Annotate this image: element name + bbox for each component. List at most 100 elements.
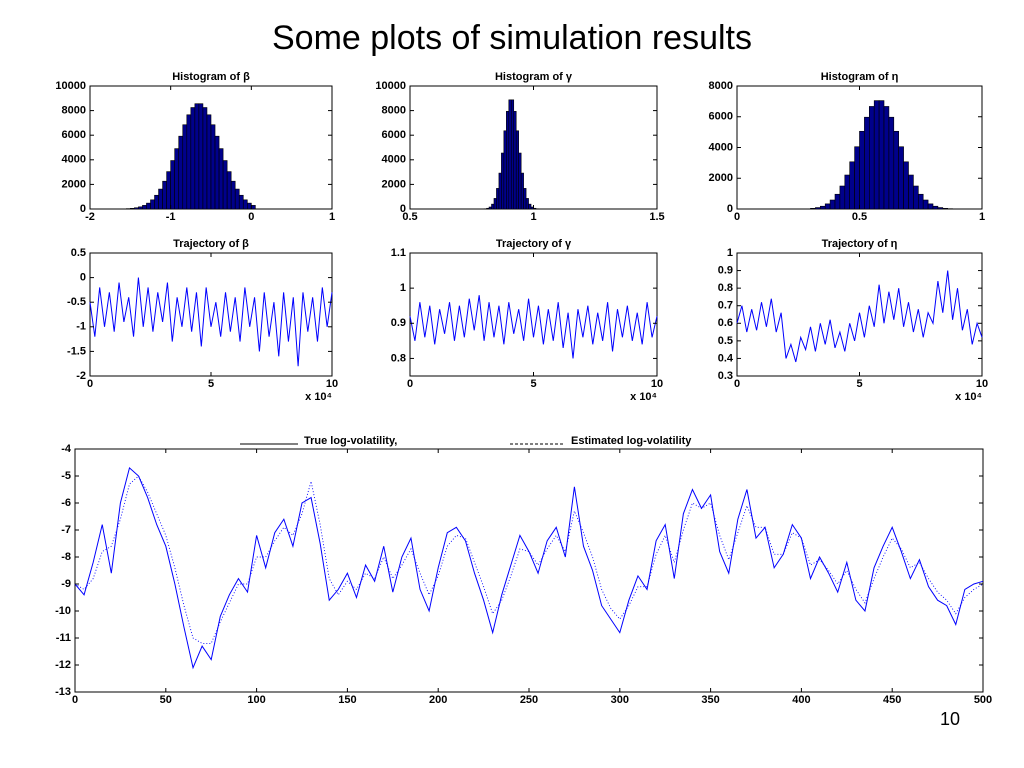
x-tick-label: 250 [520, 694, 538, 706]
y-tick-label: 6000 [709, 111, 733, 123]
histogram-bar [510, 99, 515, 210]
histogram-bar [496, 188, 500, 210]
histogram-bar [903, 161, 909, 210]
x-tick-label: 50 [160, 694, 172, 706]
histogram-bar [486, 207, 490, 210]
x-tick-label: -1 [166, 211, 176, 223]
legend-label: True log-volatility, [304, 435, 397, 447]
y-tick-label: 0.8 [391, 352, 406, 364]
y-tick-label: 2000 [382, 178, 406, 190]
histogram-bar [134, 207, 139, 210]
histogram-bar [190, 107, 196, 210]
x-tick-label: 100 [247, 694, 265, 706]
x-tick-label: 0 [72, 694, 78, 706]
y-tick-label: -9 [61, 578, 71, 590]
histogram-bar [819, 205, 826, 210]
x-tick-label: 150 [338, 694, 356, 706]
x-tick-label: 10 [651, 378, 663, 390]
chart-title: Histogram of γ [495, 71, 573, 83]
histogram-bar [513, 111, 517, 210]
histogram-bar [146, 202, 151, 210]
y-tick-label: 0.6 [718, 317, 733, 329]
histogram-bar [234, 188, 240, 210]
x-tick-label: 0 [87, 378, 93, 390]
y-tick-label: -8 [61, 551, 71, 563]
x-scale-label: x 10⁴ [955, 391, 982, 403]
histogram-bar [170, 160, 176, 210]
chart: -13 -12 -11 -10 -9 -8 -7 -6 -5 -4 0 50 100 150 200 250 3… [55, 435, 992, 706]
histogram-bar [868, 106, 875, 210]
histogram-bar [503, 130, 507, 210]
y-tick-label: -10 [55, 605, 71, 617]
plot-frame [89, 252, 333, 377]
y-tick-label: 0.4 [718, 352, 734, 364]
histogram-bar [194, 103, 200, 210]
y-tick-label: 0.9 [718, 264, 733, 276]
x-tick-label: 450 [883, 694, 901, 706]
histogram-bar [908, 174, 914, 210]
histogram-bar [864, 116, 870, 210]
legend-label: Estimated log-volatility [571, 435, 692, 447]
chart-title: Trajectory of β [173, 238, 249, 250]
x-tick-label: 5 [530, 378, 536, 390]
y-tick-label: -7 [61, 524, 71, 536]
histogram-bar [501, 152, 505, 210]
y-tick-label: 0.3 [718, 370, 733, 382]
y-tick-label: -0.5 [67, 296, 86, 308]
histogram-bar [893, 130, 899, 210]
y-tick-label: -2 [76, 370, 86, 382]
histogram-bar [214, 135, 220, 210]
histogram-bar [518, 152, 522, 210]
histogram-bar [859, 130, 865, 210]
histogram-bar [888, 116, 895, 210]
x-tick-label: 0.5 [402, 211, 417, 223]
x-tick-label: 0 [734, 378, 740, 390]
chart-title: Trajectory of γ [496, 238, 572, 250]
data-line [74, 475, 984, 644]
histogram-bar [130, 208, 135, 210]
histogram-bar [158, 188, 163, 210]
histogram-bar [230, 180, 236, 210]
chart: Histogram of η 0 2000 4000 6000 8000 0 0.5 1 [709, 71, 986, 223]
x-tick-label: 1.5 [649, 211, 664, 223]
histogram-bar [873, 100, 880, 210]
histogram-bar [154, 194, 159, 210]
x-tick-label: -2 [85, 211, 95, 223]
histogram-bar [226, 171, 232, 210]
histogram-bar [942, 208, 948, 210]
chart-title: Histogram of η [821, 71, 899, 83]
chart: Trajectory of γ 0.8 0.9 1 1.1 0 5 10x 10⁴ [391, 238, 663, 403]
x-tick-label: 400 [792, 694, 810, 706]
y-tick-label: 4000 [62, 154, 86, 166]
histogram-bar [498, 172, 502, 210]
data-line [89, 277, 333, 367]
histogram-bar [917, 193, 924, 210]
histogram-bar [491, 203, 495, 210]
y-tick-label: 8000 [382, 105, 406, 117]
y-tick-label: 0.5 [71, 247, 86, 259]
chart: Histogram of γ 0 2000 4000 6000 8000 10000 0.5 1… [375, 71, 664, 223]
x-tick-label: 5 [208, 378, 214, 390]
histogram-bar [937, 207, 944, 210]
histogram-bar [525, 198, 529, 210]
x-tick-label: 10 [976, 378, 988, 390]
histogram-bar [520, 172, 524, 210]
histogram-bar [506, 111, 510, 210]
histogram-bar [922, 199, 929, 210]
slide-title: Some plots of simulation results [272, 19, 752, 57]
histogram-bar [162, 180, 167, 210]
y-tick-label: -13 [55, 686, 71, 698]
histogram-bar [878, 100, 885, 210]
y-tick-label: 0.8 [718, 282, 733, 294]
y-tick-label: 2000 [709, 172, 733, 184]
x-tick-label: 0 [248, 211, 254, 223]
histogram-bar [251, 205, 256, 210]
x-tick-label: 5 [856, 378, 862, 390]
x-tick-label: 10 [326, 378, 338, 390]
histogram-bar [174, 148, 180, 210]
plot-frame [409, 85, 658, 210]
histogram-bar [178, 135, 184, 210]
histogram-bar [515, 130, 519, 210]
data-line [74, 466, 984, 670]
